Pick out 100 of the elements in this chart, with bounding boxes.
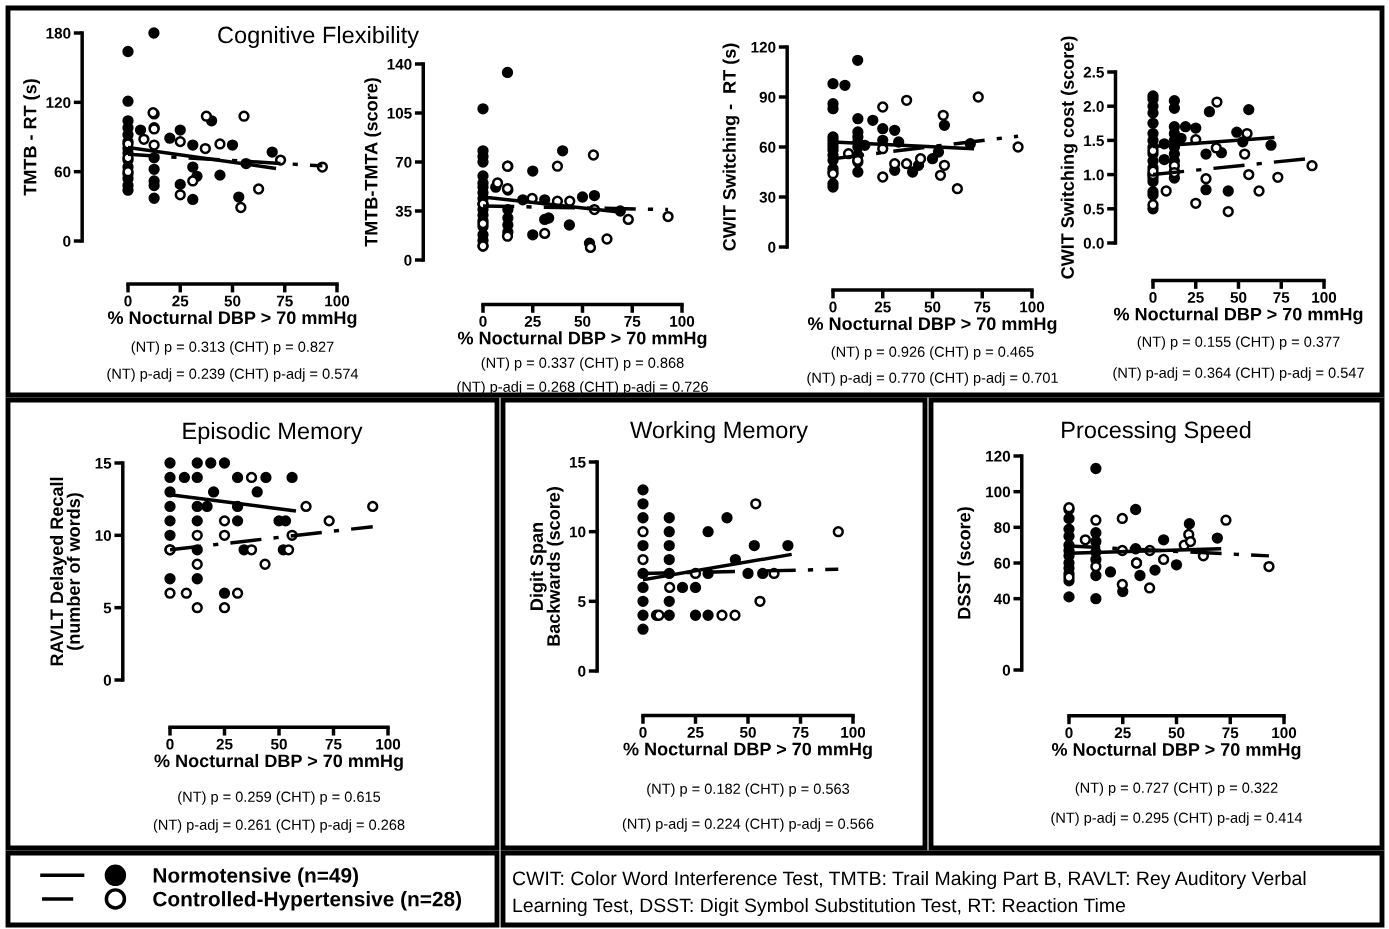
text: (NT) p = 0.727 (CHT) p = 0.322 (1075, 782, 1278, 796)
y-tick-label: 70 (395, 156, 412, 168)
y-tick-label: 60 (994, 557, 1011, 569)
legend-label: Normotensive (n=49) (153, 867, 358, 887)
x-tick-label: 100 (1020, 301, 1045, 313)
y-axis-title: RAVLT Delayed Recall (number of words) (49, 477, 84, 666)
text: (NT) p-adj = 0.770 (CHT) p-adj = 0.701 (807, 372, 1058, 386)
y-tick-label: 2.5 (1083, 66, 1104, 78)
y-axis-title: CWIT Switching cost (score) (1060, 36, 1078, 279)
legend-label: Controlled-Hypertensive (n=28) (153, 891, 462, 911)
x-tick-label: 25 (216, 738, 233, 750)
y-tick-label: 140 (387, 58, 412, 70)
y-axis-title: DSST (score) (957, 507, 975, 619)
y-axis-title: TMTB-TMTA (score) (364, 78, 382, 247)
y-tick-label: 0 (63, 235, 71, 247)
x-tick-label: 100 (670, 315, 695, 327)
text: (NT) p-adj = 0.364 (CHT) p-adj = 0.547 (1113, 367, 1364, 381)
x-tick-label: 0 (479, 315, 487, 327)
x-tick-label: 50 (924, 301, 941, 313)
x-tick-label: 100 (1312, 292, 1337, 303)
x-tick-label: 0 (829, 301, 837, 313)
chart-title: Episodic Memory (183, 421, 363, 444)
text: Learning Test, DSST: Digit Symbol Substitution Test, RT: Reaction Time (513, 897, 1126, 917)
x-tick-label: 25 (1187, 292, 1204, 303)
y-tick-label: 120 (46, 97, 71, 109)
x-tick-label: 50 (270, 738, 287, 750)
y-axis-title: Digit Span Backwards (score) (529, 487, 564, 646)
y-axis-title: TMTB - RT (s) (23, 79, 41, 196)
x-tick-label: 0 (1149, 292, 1157, 303)
chart-title: Cognitive Flexibility (218, 26, 419, 48)
y-tick-label: 120 (751, 41, 776, 53)
x-tick-label: 75 (792, 727, 809, 738)
x-tick-label: 100 (376, 738, 401, 750)
x-tick-label: 50 (1168, 727, 1185, 739)
y-tick-label: 1.5 (1084, 135, 1104, 147)
y-tick-label: 30 (759, 191, 776, 203)
text: (NT) p = 0.155 (CHT) p = 0.377 (1137, 336, 1340, 350)
x-tick-label: 100 (1272, 727, 1297, 739)
x-tick-label: 0 (124, 295, 132, 307)
y-tick-label: 90 (759, 91, 776, 103)
text: (NT) p-adj = 0.268 (CHT) p-adj = 0.726 (457, 381, 708, 395)
x-tick-label: 0 (1065, 727, 1073, 739)
x-tick-label: 25 (874, 301, 891, 313)
chart-title: Working Memory (630, 420, 808, 443)
y-tick-label: 40 (993, 593, 1011, 605)
y-tick-label: 15 (95, 458, 112, 469)
y-tick-label: 100 (986, 486, 1011, 498)
text: (NT) p = 0.313 (CHT) p = 0.827 (131, 341, 334, 355)
y-tick-label: 0 (1002, 664, 1011, 676)
x-tick-label: 25 (524, 315, 541, 327)
y-tick-label: 105 (387, 107, 412, 119)
x-axis-title: % Nocturnal DBP > 70 mmHg (807, 316, 1057, 334)
x-tick-label: 50 (1230, 292, 1247, 303)
y-tick-label: 0 (103, 674, 112, 686)
x-tick-label: 25 (1114, 727, 1131, 739)
x-tick-label: 50 (739, 726, 756, 738)
x-tick-label: 0 (166, 738, 174, 750)
y-tick-label: 0 (768, 241, 776, 253)
text: (NT) p-adj = 0.224 (CHT) p-adj = 0.566 (622, 818, 874, 832)
x-tick-label: 0 (639, 726, 647, 738)
y-tick-label: 80 (994, 522, 1011, 534)
y-tick-label: 5 (578, 596, 586, 608)
y-axis-title: CWIT Switching - RT (s) (722, 43, 740, 251)
y-tick-label: 2.0 (1083, 101, 1104, 112)
text: (NT) p-adj = 0.239 (CHT) p-adj = 0.574 (107, 368, 359, 382)
text: (NT) p = 0.259 (CHT) p = 0.615 (178, 791, 381, 805)
text: (NT) p-adj = 0.295 (CHT) p-adj = 0.414 (1051, 812, 1303, 826)
y-tick-label: 5 (103, 602, 112, 614)
y-tick-label: 180 (46, 27, 71, 39)
chart-title: Processing Speed (1062, 420, 1251, 443)
y-tick-label: 35 (395, 205, 412, 217)
x-axis-title: % Nocturnal DBP > 70 mmHg (1051, 742, 1301, 760)
y-tick-label: 0.5 (1083, 203, 1104, 215)
x-tick-label: 75 (1273, 292, 1290, 303)
x-axis-title: % Nocturnal DBP > 70 mmHg (154, 753, 403, 771)
x-axis-title: % Nocturnal DBP > 70 mmHg (457, 331, 707, 349)
x-tick-label: 50 (224, 295, 241, 307)
x-tick-label: 100 (841, 726, 866, 738)
text: (NT) p-adj = 0.261 (CHT) p-adj = 0.268 (153, 819, 405, 833)
x-tick-label: 50 (574, 315, 591, 327)
y-tick-label: 60 (759, 141, 776, 153)
y-tick-label: 1.0 (1084, 169, 1104, 181)
x-axis-title: % Nocturnal DBP > 70 mmHg (1113, 307, 1363, 325)
x-tick-label: 100 (325, 295, 350, 307)
x-tick-label: 75 (325, 738, 342, 750)
y-tick-label: 0.0 (1083, 237, 1104, 249)
y-tick-label: 120 (986, 450, 1011, 462)
y-tick-label: 0 (404, 254, 412, 266)
text: (NT) p = 0.926 (CHT) p = 0.465 (831, 346, 1034, 360)
y-tick-label: 60 (54, 166, 71, 178)
y-tick-label: 15 (570, 457, 586, 468)
x-axis-title: % Nocturnal DBP > 70 mmHg (107, 310, 357, 328)
text: (NT) p = 0.337 (CHT) p = 0.868 (481, 357, 684, 371)
text: (NT) p = 0.182 (CHT) p = 0.563 (647, 783, 850, 797)
y-tick-label: 10 (95, 530, 112, 542)
x-tick-label: 25 (172, 295, 189, 307)
y-tick-label: 10 (570, 526, 586, 538)
x-tick-label: 25 (687, 726, 704, 738)
y-tick-label: 0 (578, 665, 586, 677)
x-tick-label: 75 (624, 316, 641, 327)
